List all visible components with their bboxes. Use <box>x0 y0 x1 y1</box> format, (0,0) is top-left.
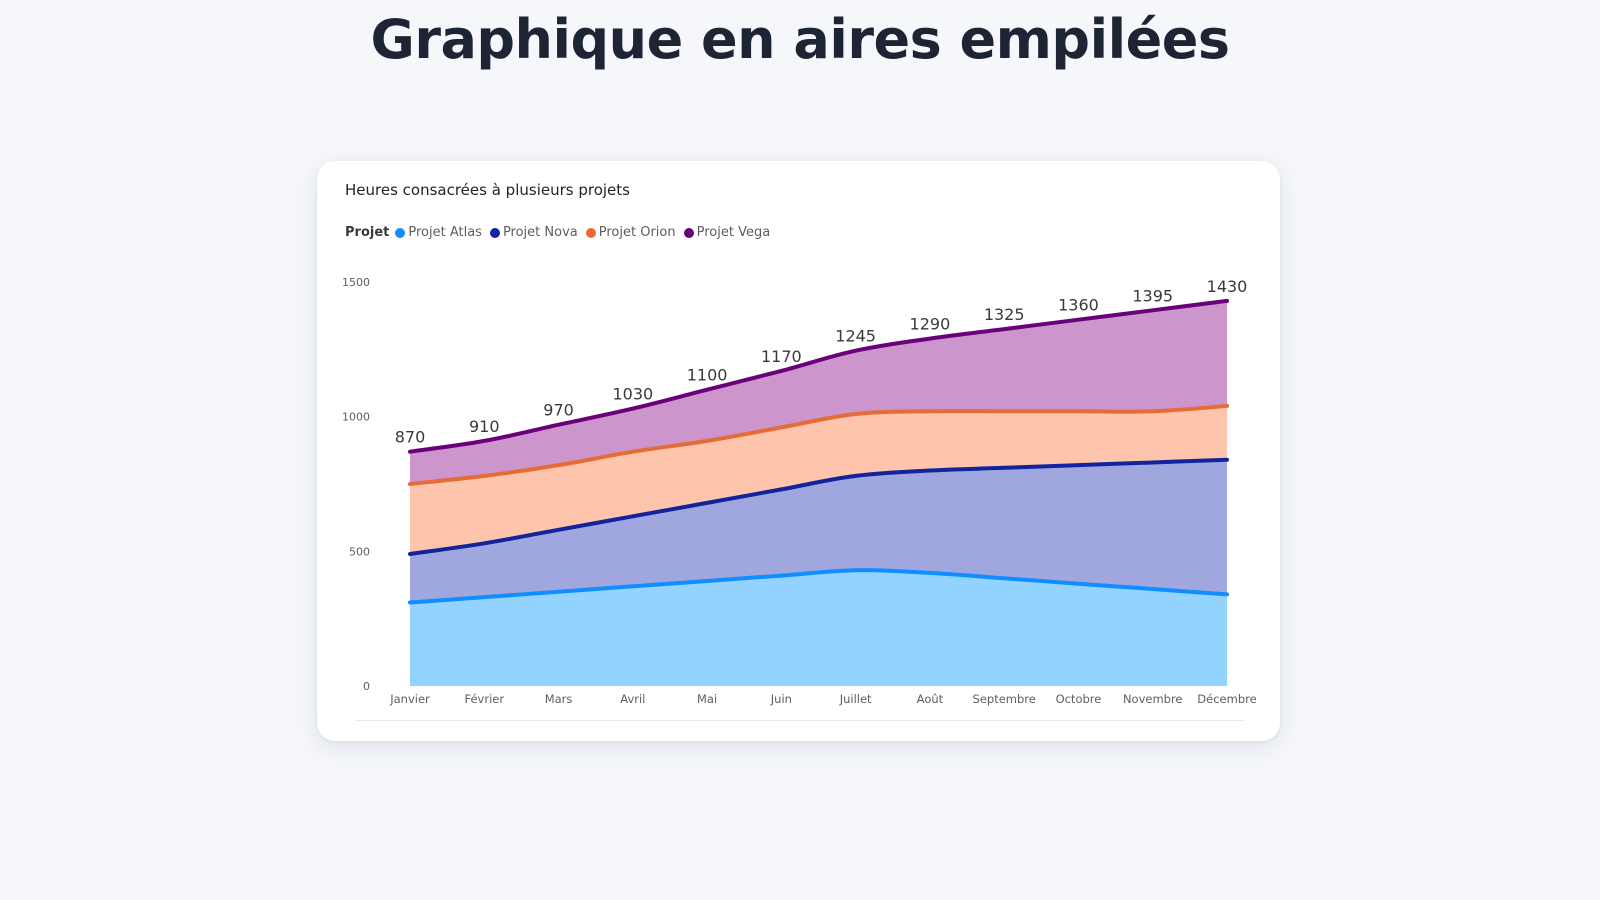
line-projet-nova[interactable] <box>408 457 1229 557</box>
legend-title: Projet <box>345 225 390 240</box>
x-tick-label: Janvier <box>389 692 430 706</box>
total-data-label: 1430 <box>1207 277 1248 296</box>
total-data-label: 1325 <box>984 305 1025 324</box>
x-tick-label: Octobre <box>1056 692 1102 706</box>
legend-item-projet-nova[interactable]: Projet Nova <box>489 225 578 240</box>
line-projet-vega[interactable] <box>408 298 1229 454</box>
x-tick-label: Mars <box>545 692 573 706</box>
total-data-label: 1170 <box>761 347 802 366</box>
total-data-label: 1395 <box>1132 286 1173 305</box>
legend-label: Projet Vega <box>696 225 771 240</box>
x-tick-label: Juin <box>770 692 792 706</box>
y-tick-label: 1500 <box>342 276 370 289</box>
chart-legend: Projet Projet Atlas Projet Nova Projet Ori… <box>345 225 778 240</box>
area-projet-nova[interactable] <box>410 459 1227 603</box>
legend-label: Projet Atlas <box>408 225 482 240</box>
total-data-label: 1030 <box>612 385 653 404</box>
x-tick-label: Septembre <box>973 692 1036 706</box>
page-title: Graphique en aires empilées <box>370 8 1231 71</box>
legend-swatch <box>683 227 694 238</box>
legend-label: Projet Orion <box>598 225 676 240</box>
total-data-label: 1290 <box>910 315 951 334</box>
line-projet-atlas[interactable] <box>408 568 1229 605</box>
legend-item-projet-orion[interactable]: Projet Orion <box>585 225 676 240</box>
chart-title: Heures consacrées à plusieurs projets <box>345 181 630 199</box>
legend-label: Projet Nova <box>502 225 578 240</box>
total-data-label: 870 <box>395 428 426 447</box>
legend-swatch <box>395 227 406 238</box>
x-tick-label: Novembre <box>1123 692 1183 706</box>
x-tick-label: Mai <box>697 692 717 706</box>
chart-card: Heures consacrées à plusieurs projets Pr… <box>317 161 1280 741</box>
y-tick-label: 1000 <box>342 411 370 424</box>
x-tick-label: Décembre <box>1197 692 1256 706</box>
total-data-label: 1245 <box>835 327 876 346</box>
legend-swatch <box>585 227 596 238</box>
line-projet-orion[interactable] <box>408 403 1229 486</box>
area-projet-vega[interactable] <box>410 300 1227 484</box>
card-divider <box>355 720 1244 721</box>
area-projet-atlas[interactable] <box>410 570 1227 686</box>
total-data-label: 910 <box>469 417 500 436</box>
area-projet-orion[interactable] <box>410 405 1227 554</box>
legend-item-projet-vega[interactable]: Projet Vega <box>683 225 771 240</box>
total-data-label: 970 <box>543 401 574 420</box>
x-tick-label: Février <box>464 692 504 706</box>
legend-item-projet-atlas[interactable]: Projet Atlas <box>395 225 482 240</box>
total-data-label: 1360 <box>1058 296 1099 315</box>
y-tick-label: 500 <box>349 545 370 558</box>
x-tick-label: Avril <box>620 692 645 706</box>
legend-swatch <box>489 227 500 238</box>
x-tick-label: Août <box>917 692 944 706</box>
stacked-area-chart: 0 500 1000 1500 Janvier Février Mars Avril Mai Ju… <box>342 276 1257 706</box>
total-data-label: 1100 <box>687 366 728 385</box>
y-tick-label: 0 <box>363 680 370 693</box>
x-tick-label: Juillet <box>839 692 872 706</box>
